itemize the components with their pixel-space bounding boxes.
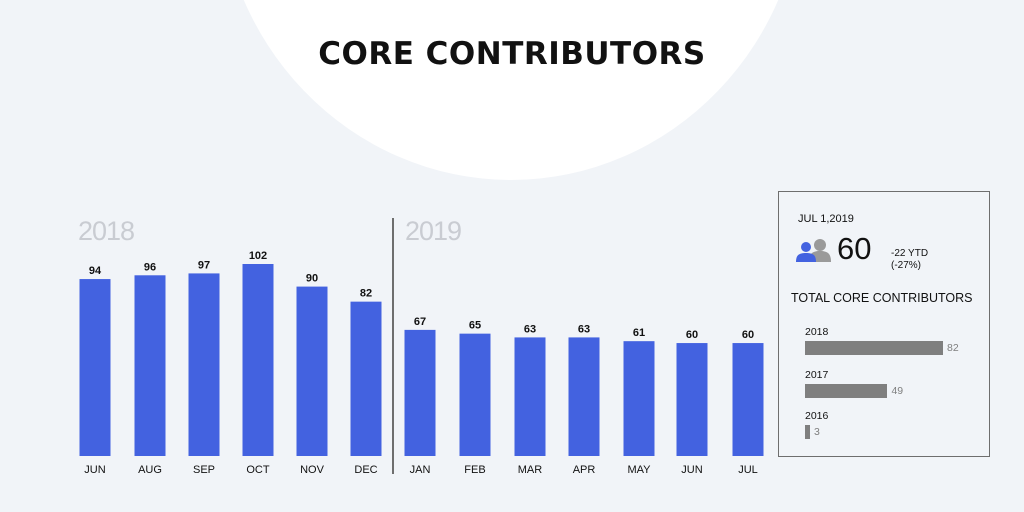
bar-value-label: 97	[198, 259, 210, 271]
ytd-change-value: -22 YTD	[891, 248, 929, 259]
year-label-2019: 2019	[405, 216, 462, 246]
bar-feb-7	[459, 333, 491, 456]
summary-bar-2018	[805, 341, 943, 355]
year-divider	[392, 218, 394, 474]
summary-subtitle: TOTAL CORE CONTRIBUTORS	[791, 291, 973, 305]
summary-bar-2016	[805, 425, 811, 439]
current-contributor-count: 60	[837, 231, 872, 266]
summary-panel: JUL 1,2019 60 -22 YTD (-27%) TOTAL CORE …	[778, 191, 990, 457]
month-tick-label: FEB	[464, 464, 485, 476]
month-tick-label: JUN	[681, 464, 702, 476]
bar-oct-3	[242, 264, 274, 456]
summary-bar-2017	[805, 384, 888, 398]
month-tick-label: MAR	[518, 464, 543, 476]
summary-year-label: 2016	[805, 410, 829, 422]
month-tick-label: JUL	[738, 464, 758, 476]
bar-value-label: 67	[414, 316, 426, 328]
year-label-2018: 2018	[78, 216, 135, 246]
bar-jan-6	[404, 329, 436, 456]
bar-value-label: 65	[469, 320, 481, 332]
bar-value-label: 82	[360, 288, 372, 300]
month-tick-label: MAY	[627, 464, 651, 476]
month-tick-label: SEP	[193, 464, 215, 476]
people-icon	[796, 239, 831, 262]
bar-dec-5	[350, 301, 382, 456]
bar-jun-0	[79, 279, 111, 456]
bar-mar-8	[514, 337, 546, 456]
bar-value-label: 63	[578, 323, 590, 335]
summary-bar-value: 82	[947, 342, 959, 354]
bar-value-label: 60	[742, 329, 754, 341]
summary-date: JUL 1,2019	[798, 213, 854, 225]
month-tick-label: DEC	[354, 464, 377, 476]
month-tick-label: JAN	[410, 464, 431, 476]
month-tick-label: OCT	[246, 464, 270, 476]
bar-value-label: 94	[89, 265, 102, 277]
bar-aug-1	[134, 275, 166, 456]
bar-nov-4	[296, 286, 328, 456]
bar-may-10	[623, 341, 655, 456]
bar-value-label: 102	[249, 250, 267, 262]
month-tick-label: AUG	[138, 464, 162, 476]
month-tick-label: JUN	[84, 464, 105, 476]
month-tick-label: NOV	[300, 464, 325, 476]
bar-value-label: 61	[633, 327, 645, 339]
ytd-change: -22 YTD (-27%)	[891, 248, 928, 272]
bar-apr-9	[568, 337, 600, 456]
bar-value-label: 63	[524, 323, 536, 335]
summary-year-label: 2018	[805, 326, 829, 338]
month-tick-label: APR	[573, 464, 596, 476]
page-title: CORE CONTRIBUTORS	[318, 36, 706, 72]
bar-value-label: 96	[144, 261, 156, 273]
bar-value-label: 60	[686, 329, 698, 341]
bar-value-label: 90	[306, 273, 318, 285]
summary-bar-value: 3	[814, 426, 820, 438]
bar-sep-2	[188, 273, 220, 456]
summary-year-label: 2017	[805, 369, 829, 381]
bar-jun-11	[676, 343, 708, 456]
summary-bar-value: 49	[891, 385, 904, 397]
bar-jul-12	[732, 343, 764, 456]
ytd-change-percent: (-27%)	[891, 260, 922, 271]
